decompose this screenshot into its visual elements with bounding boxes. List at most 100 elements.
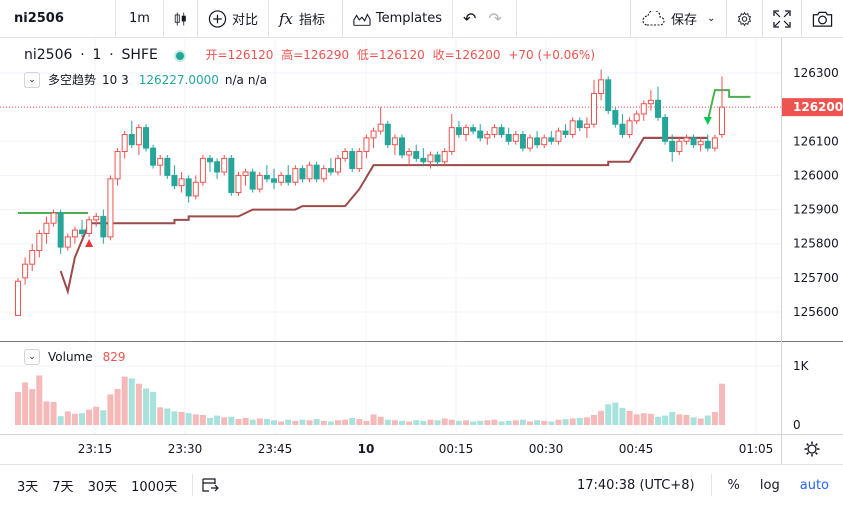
time-axis-label: 23:30 <box>168 442 203 456</box>
candle-body <box>221 157 228 173</box>
candle-body <box>640 103 647 115</box>
indicator-collapse-button[interactable]: ⌄ <box>24 71 40 88</box>
legend-open: 开=126120 <box>205 48 274 62</box>
compare-button[interactable]: 对比 <box>198 0 269 38</box>
indicator-na-1: n/a <box>224 72 244 87</box>
range-7d[interactable]: 7天 <box>52 479 74 495</box>
candle-body <box>626 120 633 135</box>
candle-body <box>192 181 199 197</box>
bottom-right-group: 17:40:38 (UTC+8) % log auto <box>567 474 843 496</box>
volume-bar <box>534 420 541 425</box>
time-axis-label: 00:15 <box>439 442 474 456</box>
candle-body <box>143 127 149 149</box>
volume-bar <box>541 420 548 425</box>
volume-bar <box>690 417 697 425</box>
volume-bar <box>569 418 576 425</box>
candle-body <box>22 263 29 279</box>
candle-body <box>235 174 242 194</box>
fullscreen-button[interactable] <box>763 0 802 38</box>
candle-body <box>306 164 313 180</box>
volume-bar <box>93 406 100 425</box>
indicators-label: 指标 <box>299 13 326 28</box>
volume-bar <box>491 419 498 425</box>
time-axis-label: 00:30 <box>529 442 564 456</box>
time-axis-label: 23:15 <box>78 442 113 456</box>
candle-body <box>199 157 206 183</box>
interval-label: 1m <box>129 11 150 26</box>
price-axis-label: 125600 <box>793 305 839 319</box>
volume-bar <box>384 419 391 425</box>
price-axis-label: 126100 <box>793 134 839 148</box>
redo-icon[interactable]: ↷ <box>488 9 502 28</box>
candle-body <box>384 123 391 146</box>
candle-body <box>505 133 512 142</box>
candlestick-chart[interactable]: 126300 126100 126000 125900 125800 125700 1256… <box>0 38 843 464</box>
percent-toggle[interactable]: % <box>727 477 740 493</box>
goto-date-icon[interactable] <box>201 476 220 494</box>
range-1000d[interactable]: 1000天 <box>131 479 178 495</box>
volume-bar <box>121 376 128 425</box>
candle-body <box>427 154 434 163</box>
log-toggle[interactable]: log <box>759 477 780 493</box>
settings-button[interactable] <box>727 0 763 38</box>
undo-redo-group: ↶ ↷ <box>453 0 517 38</box>
volume-bar <box>135 383 142 425</box>
clock-time[interactable]: 17:40:38 (UTC+8) <box>576 477 695 493</box>
indicator-legend: ⌄ 多空趋势 10 3 126227.0000 n/a n/a <box>24 71 267 88</box>
candle-body <box>150 147 157 166</box>
chart-style-button[interactable] <box>164 0 198 38</box>
candle-body <box>391 137 398 146</box>
volume-bar <box>327 421 334 425</box>
auto-toggle[interactable]: auto <box>799 477 829 493</box>
interval-button[interactable]: 1m <box>116 0 164 38</box>
volume-bar <box>683 414 690 425</box>
volume-bar <box>43 401 50 425</box>
candle-body <box>669 140 676 153</box>
candle-body <box>86 219 93 234</box>
candle-body <box>356 151 363 170</box>
axis-settings-icon <box>806 443 809 446</box>
candle-body <box>313 164 320 180</box>
symbol-search-button[interactable]: ni2506 <box>0 0 116 38</box>
volume-bar <box>342 419 349 425</box>
volume-bar <box>256 418 263 425</box>
candle-body <box>420 157 427 163</box>
candle-body <box>612 110 619 125</box>
candle-body <box>100 215 107 238</box>
candle-body <box>256 174 263 190</box>
save-button[interactable]: 保存 ⌄ <box>630 0 727 38</box>
candle-body <box>299 168 306 180</box>
axis-settings-icon <box>807 444 817 454</box>
candle-body <box>36 232 43 252</box>
volume-bar <box>605 404 612 425</box>
candle-body <box>690 137 697 146</box>
candle-body <box>214 161 221 173</box>
candle-body <box>335 157 341 173</box>
candle-body <box>263 174 270 180</box>
chart-area[interactable]: 126300 126100 126000 125900 125800 125700 1256… <box>0 38 843 464</box>
candle-body <box>583 123 590 129</box>
undo-icon[interactable]: ↶ <box>463 9 477 28</box>
legend-sep: · <box>80 47 85 63</box>
indicators-button[interactable]: fx 指标 <box>269 0 343 38</box>
candle-body <box>498 127 505 135</box>
candle-body <box>562 130 569 135</box>
templates-button[interactable]: Templates <box>343 0 453 38</box>
range-30d[interactable]: 30天 <box>87 479 118 495</box>
candle-body <box>463 127 469 135</box>
axis-settings-icon <box>815 443 818 446</box>
range-3d[interactable]: 3天 <box>17 479 39 495</box>
candle-body <box>399 137 405 156</box>
volume-bar <box>143 388 149 425</box>
volume-bar <box>185 413 192 425</box>
volume-label: Volume <box>48 350 93 364</box>
volume-bar <box>427 419 434 425</box>
volume-bar <box>335 420 341 425</box>
volume-collapse-button[interactable]: ⌄ <box>24 349 40 365</box>
candle-body <box>178 178 185 187</box>
volume-bar <box>377 416 384 425</box>
candle-body <box>555 130 562 142</box>
screenshot-button[interactable] <box>802 0 843 38</box>
volume-bar <box>292 420 299 425</box>
volume-axis-label: 1K <box>793 359 810 373</box>
